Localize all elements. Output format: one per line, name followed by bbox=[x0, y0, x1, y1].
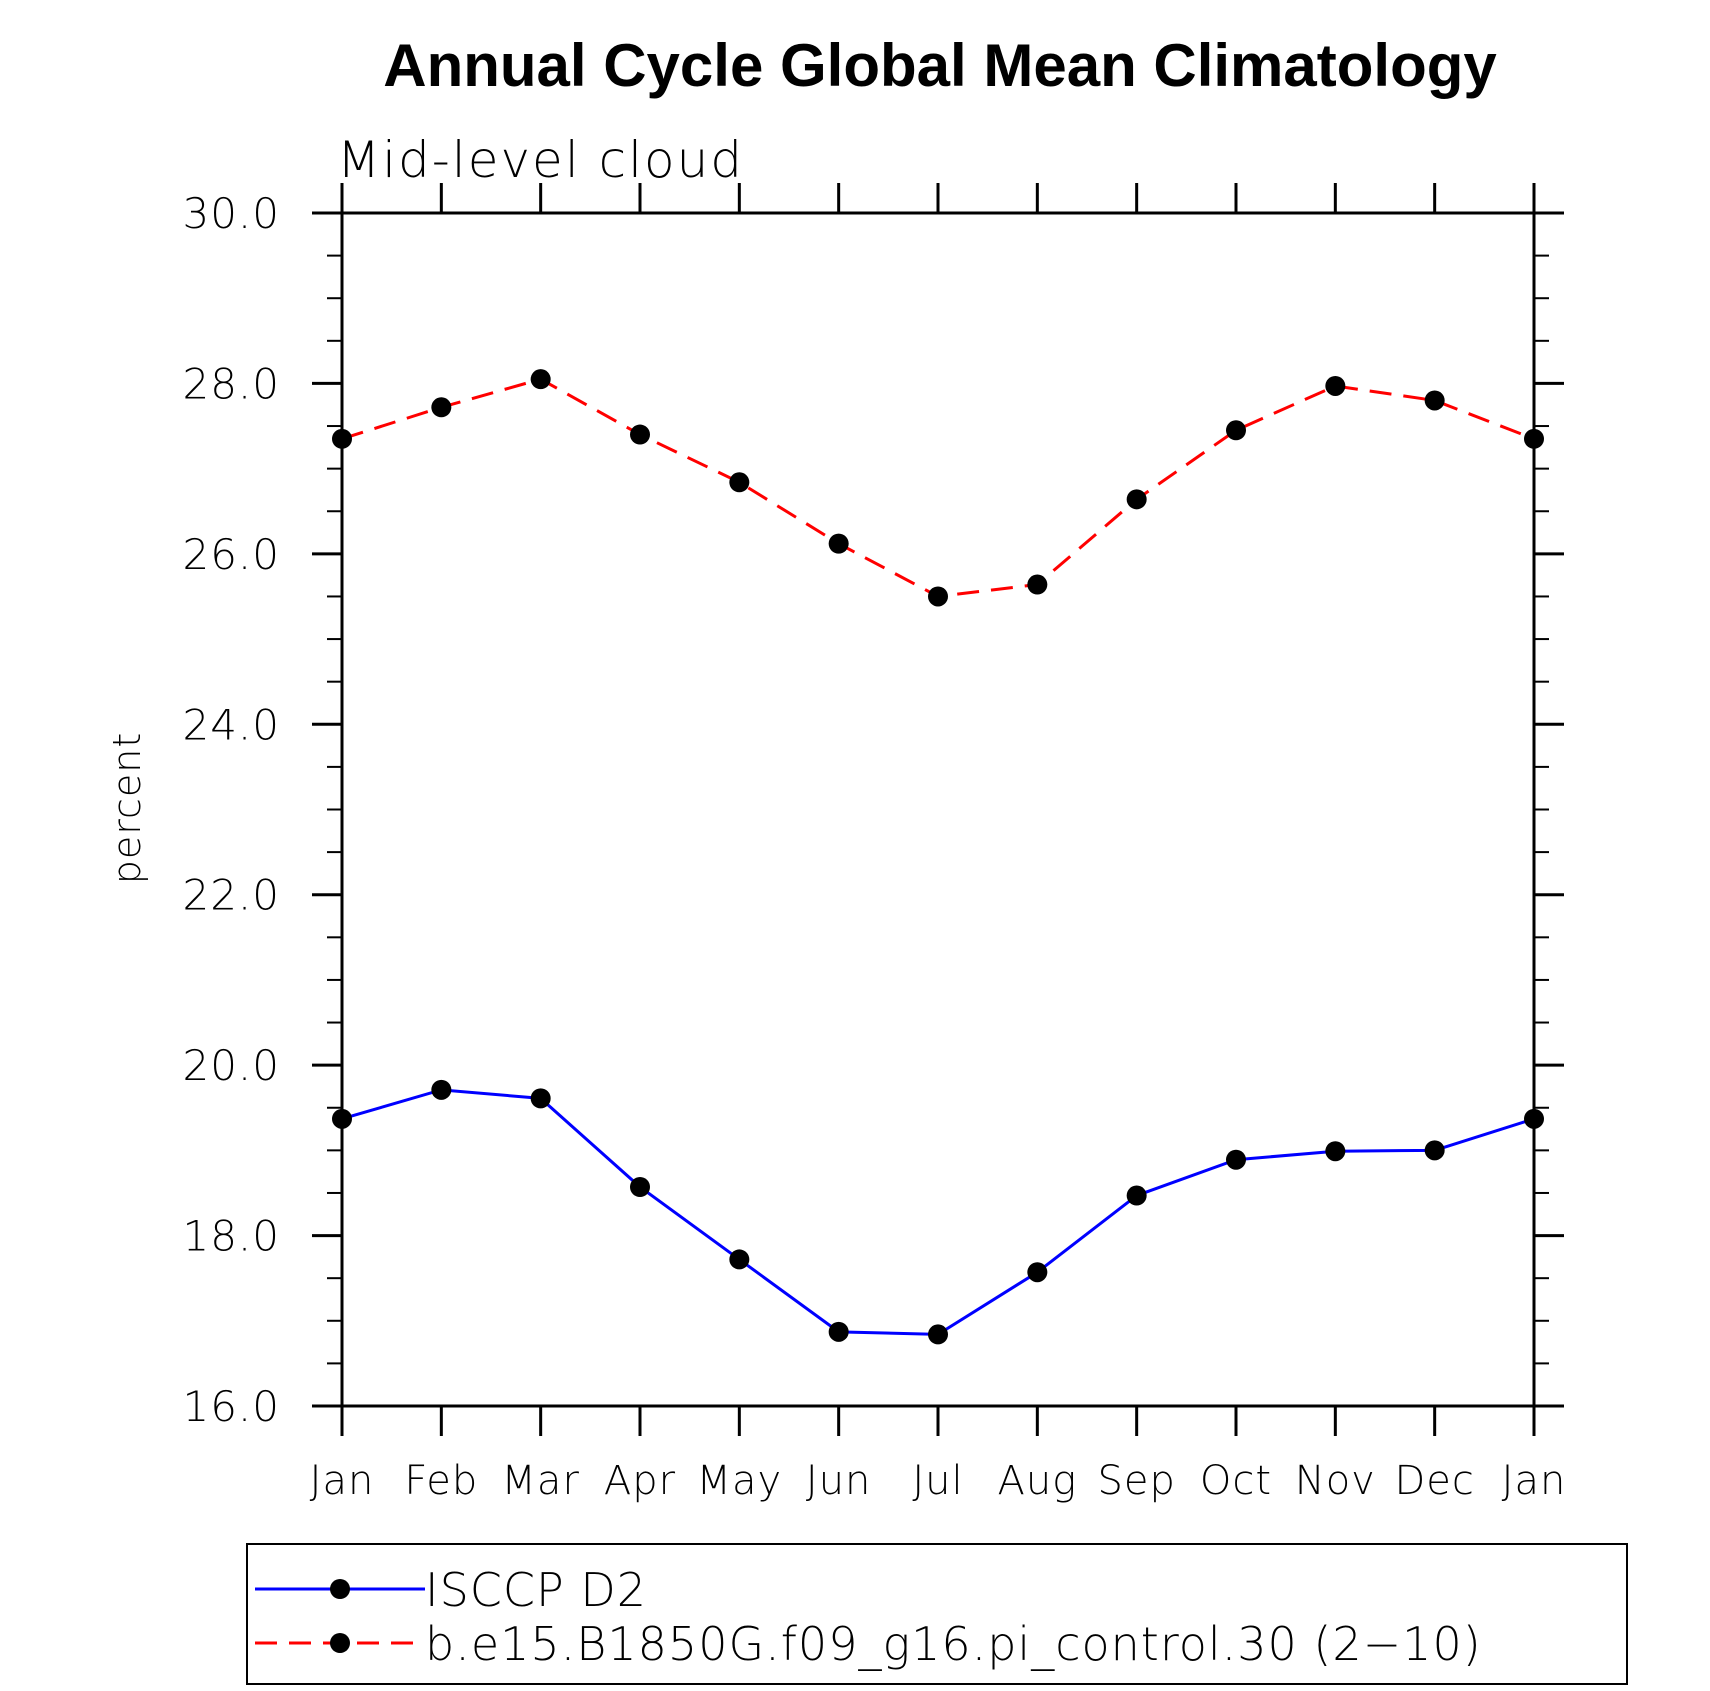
series-2-point bbox=[1027, 574, 1048, 595]
series-2-point bbox=[431, 397, 452, 418]
series-1-point bbox=[630, 1176, 650, 1197]
x-tick-label: May bbox=[696, 1458, 782, 1504]
series-2-point bbox=[828, 533, 849, 554]
series-1-point bbox=[1226, 1149, 1246, 1170]
x-tick-label: Nov bbox=[1295, 1458, 1376, 1504]
x-tick-label: Dec bbox=[1394, 1458, 1474, 1504]
series-layer bbox=[332, 369, 1544, 1345]
legend-label-1: ISCCP D2 bbox=[425, 1563, 647, 1617]
series-1-point bbox=[1027, 1262, 1048, 1283]
legend-marker-2 bbox=[330, 1633, 350, 1653]
x-tick-label: Mar bbox=[501, 1458, 579, 1504]
chart-subtitle: Mid-level cloud bbox=[337, 131, 744, 189]
y-axis-label: percent bbox=[105, 732, 149, 885]
x-tick-label: Jan bbox=[1502, 1458, 1567, 1504]
y-tick-label: 26.0 bbox=[182, 530, 280, 579]
axes: 16.0 18.0 20.0 22.0 24.0 26.0 28.0 30.0 Jan Feb Ma… bbox=[182, 183, 1567, 1504]
series-2-point bbox=[1325, 375, 1346, 396]
series-line-1 bbox=[341, 1088, 1535, 1336]
x-tick-label: Apr bbox=[604, 1458, 676, 1504]
series-2-point bbox=[928, 586, 948, 607]
series-2-point bbox=[729, 472, 750, 493]
x-tick-label: Sep bbox=[1097, 1458, 1175, 1504]
chart-title: Annual Cycle Global Mean Climatology bbox=[383, 32, 1497, 99]
y-tick-label: 16.0 bbox=[182, 1382, 280, 1431]
series-1-point bbox=[828, 1321, 849, 1342]
series-1-point bbox=[431, 1079, 452, 1100]
legend-box bbox=[246, 1543, 1628, 1685]
y-tick-label: 20.0 bbox=[182, 1041, 280, 1090]
series-2-point bbox=[1424, 390, 1445, 411]
x-tick-label: Oct bbox=[1200, 1458, 1272, 1504]
series-1-point bbox=[1524, 1108, 1544, 1129]
legend-marker-1 bbox=[330, 1579, 350, 1599]
series-2-point bbox=[332, 428, 352, 449]
series-1-point bbox=[1424, 1140, 1445, 1161]
y-tick-label: 22.0 bbox=[182, 871, 280, 920]
y-tick-label: 30.0 bbox=[182, 189, 280, 238]
y-tick-label: 18.0 bbox=[182, 1212, 280, 1261]
series-1-point bbox=[928, 1324, 948, 1345]
series-2-point bbox=[1524, 428, 1544, 449]
series-1-point bbox=[332, 1108, 352, 1129]
plot-frame bbox=[340, 211, 1536, 1408]
series-line-2 bbox=[341, 377, 1535, 599]
x-tick-label: Aug bbox=[997, 1458, 1077, 1504]
y-tick-label: 24.0 bbox=[182, 700, 280, 749]
legend-label-2: b.e15.B1850G.f09_g16.pi_control.30 (2−10… bbox=[425, 1617, 1482, 1671]
legend: ISCCP D2b.e15.B1850G.f09_g16.pi_control.… bbox=[246, 1543, 1628, 1685]
series-1-point bbox=[1325, 1141, 1346, 1162]
y-tick-label: 28.0 bbox=[182, 359, 280, 408]
series-2-point bbox=[530, 369, 551, 390]
series-2-point bbox=[1226, 420, 1246, 441]
series-1-point bbox=[530, 1088, 551, 1109]
series-2-point bbox=[630, 424, 650, 445]
x-tick-label: Jul bbox=[912, 1458, 963, 1504]
series-2-point bbox=[1126, 489, 1147, 510]
x-tick-label: Jan bbox=[310, 1458, 375, 1504]
x-tick-label: Feb bbox=[404, 1458, 478, 1504]
series-1-point bbox=[729, 1249, 750, 1270]
series-1-point bbox=[1126, 1185, 1147, 1206]
x-tick-label: Jun bbox=[806, 1458, 872, 1504]
